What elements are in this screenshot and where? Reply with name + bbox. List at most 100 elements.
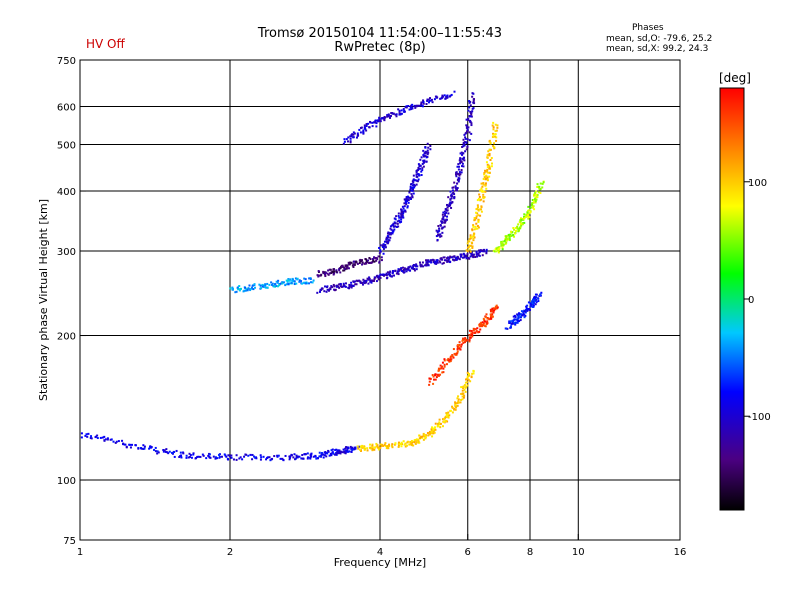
data-point <box>379 443 382 446</box>
data-point <box>462 337 465 340</box>
data-point <box>484 325 487 328</box>
data-point <box>422 102 425 105</box>
data-point <box>449 260 452 263</box>
data-point <box>263 284 266 287</box>
data-point <box>447 416 450 419</box>
data-point <box>480 205 483 208</box>
data-point <box>438 418 441 421</box>
data-point <box>432 261 435 264</box>
data-point <box>398 110 401 113</box>
data-point <box>288 458 291 461</box>
data-point <box>261 283 264 286</box>
data-point <box>414 265 417 268</box>
data-point <box>112 440 115 443</box>
data-point <box>537 300 540 303</box>
data-point <box>426 149 429 152</box>
data-point <box>459 348 462 351</box>
data-point <box>244 289 247 292</box>
data-point <box>292 456 295 459</box>
data-point <box>471 253 474 256</box>
data-point <box>287 283 290 286</box>
data-point <box>150 446 153 449</box>
data-point <box>443 365 446 368</box>
data-point <box>368 256 371 259</box>
data-point <box>223 453 226 456</box>
data-point <box>377 448 380 451</box>
data-point <box>346 449 349 452</box>
data-points <box>80 90 545 462</box>
data-point <box>398 221 401 224</box>
data-point <box>282 459 285 462</box>
data-point <box>428 380 431 383</box>
data-point <box>486 179 489 182</box>
data-point <box>440 220 443 223</box>
data-point <box>526 214 529 217</box>
data-point <box>354 280 357 283</box>
data-point <box>350 447 353 450</box>
data-point <box>290 282 293 285</box>
data-point <box>396 270 399 273</box>
data-point <box>393 443 396 446</box>
data-point <box>532 205 535 208</box>
data-point <box>462 165 465 168</box>
data-point <box>450 194 453 197</box>
data-point <box>483 196 486 199</box>
data-point <box>492 121 495 124</box>
data-point <box>303 277 306 280</box>
data-point <box>405 197 408 200</box>
data-point <box>382 252 385 255</box>
data-point <box>434 378 437 381</box>
data-point <box>381 443 384 446</box>
data-point <box>433 431 436 434</box>
data-point <box>462 138 465 141</box>
data-point <box>404 268 407 271</box>
data-point <box>442 211 445 214</box>
data-point <box>298 279 301 282</box>
data-point <box>464 136 467 139</box>
data-point <box>466 130 469 133</box>
data-point <box>307 456 310 459</box>
data-point <box>235 290 238 293</box>
data-point <box>309 278 312 281</box>
data-point <box>366 447 369 450</box>
data-point <box>376 444 379 447</box>
data-point <box>466 384 469 387</box>
data-point <box>476 212 479 215</box>
data-point <box>476 227 479 230</box>
data-point <box>400 267 403 270</box>
data-point <box>485 170 488 173</box>
data-point <box>529 211 532 214</box>
data-point <box>417 163 420 166</box>
data-point <box>531 206 534 209</box>
data-point <box>416 441 419 444</box>
data-point <box>460 169 463 172</box>
data-point <box>317 275 320 278</box>
data-point <box>347 286 350 289</box>
data-point <box>447 357 450 360</box>
data-point <box>401 205 404 208</box>
data-point <box>353 448 356 451</box>
data-point <box>238 457 241 460</box>
data-point <box>270 283 273 286</box>
data-point <box>359 449 362 452</box>
data-point <box>494 123 497 126</box>
data-point <box>463 388 466 391</box>
data-point <box>293 283 296 286</box>
data-point <box>435 262 438 265</box>
data-point <box>470 375 473 378</box>
data-point <box>528 212 531 215</box>
data-point <box>495 129 498 132</box>
data-point <box>447 196 450 199</box>
data-point <box>475 208 478 211</box>
data-point <box>248 284 251 287</box>
data-point <box>519 220 522 223</box>
data-point <box>397 442 400 445</box>
data-point <box>426 98 429 101</box>
data-point <box>447 258 450 261</box>
data-point <box>398 113 401 116</box>
data-point <box>481 249 484 252</box>
data-point <box>446 260 449 263</box>
data-point <box>449 255 452 258</box>
data-point <box>350 284 353 287</box>
data-point <box>264 284 267 287</box>
